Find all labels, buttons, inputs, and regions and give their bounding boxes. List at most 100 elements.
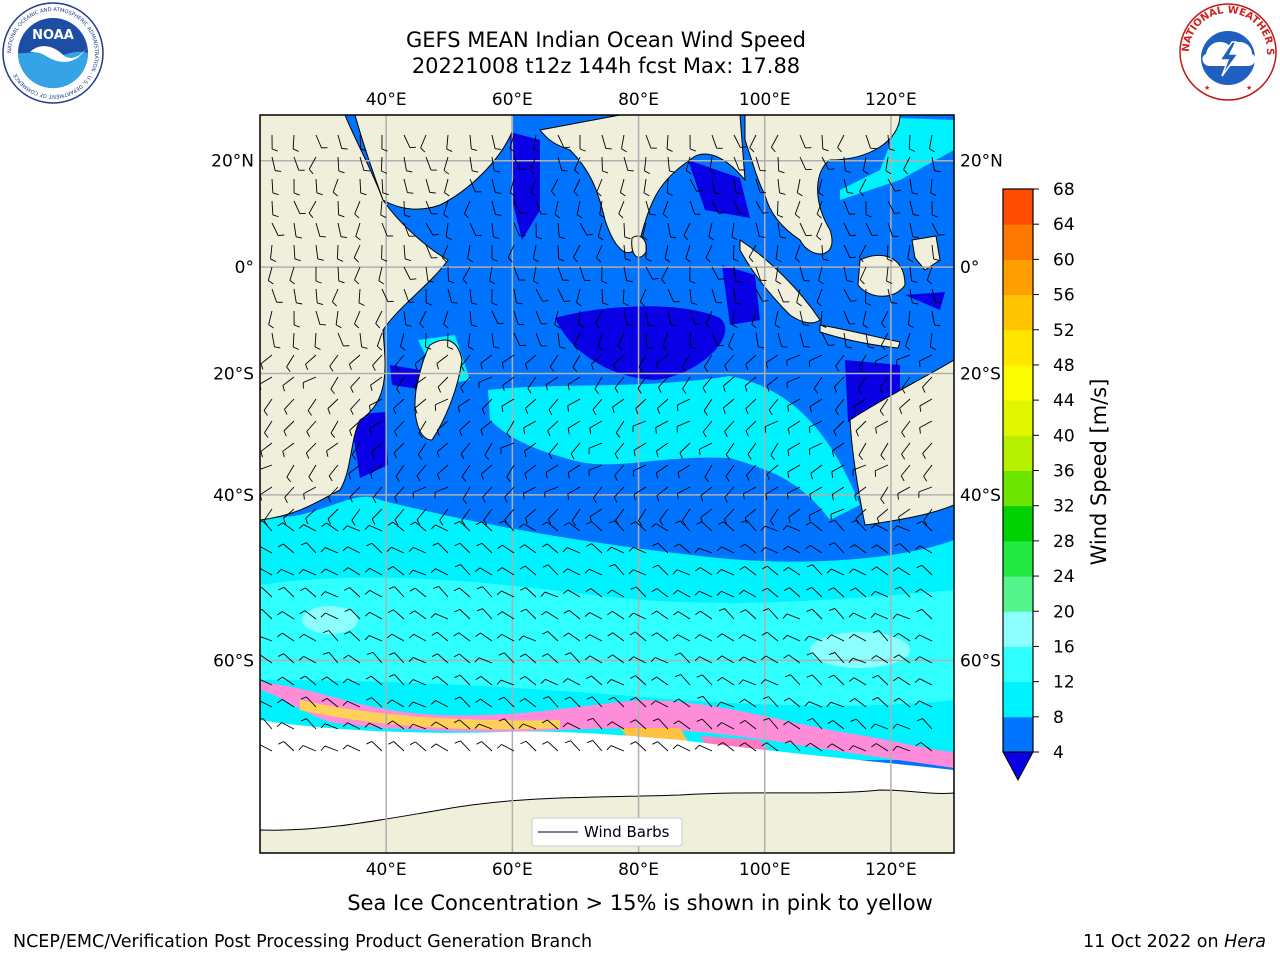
wind-barb bbox=[364, 722, 383, 730]
wind-barb bbox=[460, 354, 471, 372]
wind-barb bbox=[394, 354, 405, 372]
wind-barb bbox=[848, 657, 867, 664]
wind-barb bbox=[784, 740, 801, 752]
wind-barb bbox=[260, 567, 273, 576]
wind-barb bbox=[469, 178, 482, 193]
wind-barb bbox=[372, 354, 383, 371]
wind-barb bbox=[305, 442, 317, 459]
wind-barb bbox=[623, 310, 634, 326]
wind-barb bbox=[826, 568, 845, 576]
wind-barb bbox=[732, 244, 740, 262]
wind-barb bbox=[349, 420, 361, 437]
wind-barb bbox=[506, 464, 515, 482]
wind-barb bbox=[914, 700, 933, 708]
wind-barb bbox=[436, 420, 449, 436]
wind-barb bbox=[381, 288, 394, 303]
wind-barb bbox=[886, 244, 893, 262]
wind-barb bbox=[683, 222, 691, 241]
wind-barb bbox=[460, 442, 471, 460]
wind-barb bbox=[564, 652, 581, 664]
wind-barb bbox=[403, 178, 414, 194]
wind-barb bbox=[672, 634, 691, 642]
wind-barb bbox=[342, 700, 361, 708]
wind-barb bbox=[418, 420, 427, 438]
wind-barb bbox=[740, 609, 757, 620]
wind-barb bbox=[655, 464, 669, 479]
wind-barb bbox=[271, 134, 278, 152]
wind-barb bbox=[387, 609, 405, 620]
wind-barb bbox=[894, 543, 911, 554]
wind-barb bbox=[277, 699, 295, 708]
wind-barb bbox=[705, 310, 713, 329]
wind-barb bbox=[651, 588, 669, 598]
wind-barb bbox=[283, 508, 295, 525]
wind-barb bbox=[775, 266, 782, 285]
land bbox=[260, 115, 954, 853]
wind-barb bbox=[557, 266, 569, 281]
wind-barb bbox=[548, 398, 559, 416]
wind-barb bbox=[328, 464, 339, 482]
wind-barb bbox=[645, 310, 655, 327]
wind-barb bbox=[520, 608, 537, 620]
wind-barb bbox=[608, 696, 625, 708]
wind-barb bbox=[459, 420, 471, 437]
wind-barb bbox=[496, 744, 515, 752]
wind-barb bbox=[409, 741, 427, 752]
wind-barb bbox=[717, 742, 735, 752]
wind-barb bbox=[799, 156, 812, 171]
wind-barb bbox=[831, 486, 845, 501]
wind-barb bbox=[623, 222, 631, 240]
wind-barb bbox=[268, 310, 274, 329]
wind-barb bbox=[827, 720, 845, 730]
wind-barb bbox=[403, 222, 415, 237]
wind-barb bbox=[755, 200, 769, 214]
wind-barb bbox=[314, 332, 321, 350]
wind-barb bbox=[365, 675, 383, 686]
gridlines bbox=[260, 115, 954, 853]
wind-barb bbox=[725, 442, 735, 460]
wind-barb bbox=[623, 244, 632, 262]
wind-barb bbox=[652, 718, 669, 730]
wind-barb bbox=[388, 586, 405, 598]
wind-barb bbox=[829, 519, 845, 532]
wind-barb bbox=[519, 565, 537, 576]
wind-barb bbox=[623, 156, 634, 172]
wind-barb bbox=[865, 222, 879, 237]
wind-barb bbox=[380, 156, 387, 174]
wind-barb bbox=[420, 134, 427, 153]
wind-barb bbox=[782, 525, 801, 532]
wind-barb bbox=[929, 134, 935, 153]
wind-barb bbox=[498, 696, 515, 708]
wind-barb bbox=[694, 656, 713, 664]
wind-barb bbox=[908, 134, 915, 152]
wind-barb bbox=[371, 508, 383, 525]
wind-band-4-8 bbox=[260, 115, 954, 853]
wind-barb bbox=[733, 156, 746, 171]
colorbar-tick-label: 52 bbox=[1053, 321, 1075, 341]
wind-barb bbox=[271, 222, 285, 237]
wind-barb bbox=[661, 266, 669, 285]
wind-barb bbox=[388, 652, 405, 664]
national-weather-service-logo-icon: NATIONAL WEATHER SERVICE ★ ★ bbox=[1178, 2, 1277, 101]
wind-barb bbox=[535, 200, 547, 215]
wind-barb bbox=[381, 244, 388, 262]
wind-barb bbox=[386, 546, 405, 554]
wind-barb bbox=[417, 442, 427, 460]
wind-barb bbox=[425, 222, 439, 236]
wind-barb bbox=[491, 134, 502, 150]
wind-barb bbox=[358, 288, 365, 306]
wind-barb bbox=[277, 632, 295, 642]
wind-barb bbox=[777, 178, 786, 195]
wind-barb bbox=[694, 547, 713, 554]
wind-barb bbox=[491, 244, 498, 262]
lat-tick-labels-left: 20°N 0° 20°S 40°S 60°S bbox=[211, 152, 254, 672]
wind-barb bbox=[570, 442, 581, 460]
wind-barb bbox=[651, 632, 669, 642]
wind-barb bbox=[849, 698, 867, 708]
wind-barb bbox=[679, 442, 691, 459]
wind-barb bbox=[760, 546, 779, 554]
lat-tick-label: 20°S bbox=[960, 365, 1001, 385]
wind-barb bbox=[699, 442, 713, 456]
wind-barb bbox=[916, 608, 933, 620]
wind-barb bbox=[277, 676, 295, 686]
